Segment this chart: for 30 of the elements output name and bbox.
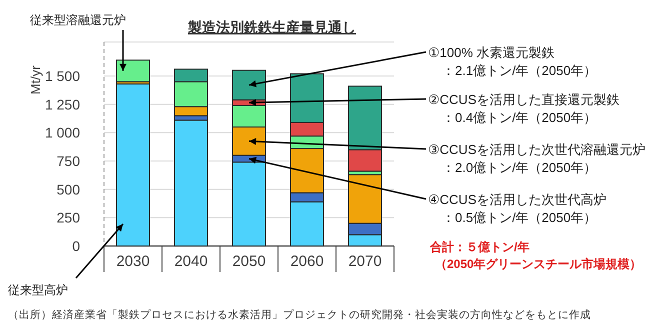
text: 従来型溶融還元炉 bbox=[30, 13, 126, 27]
x-tick-label: 2060 bbox=[290, 253, 324, 270]
text: ③CCUSを活用した次世代溶融還元炉 bbox=[428, 142, 646, 157]
x-tick-label: 2040 bbox=[174, 253, 208, 270]
text: ①100% 水素還元製鉄 bbox=[428, 45, 555, 60]
text: （2050年グリーンスチール市場規模） bbox=[435, 257, 642, 271]
text: ：2.0億トン/年（2050年） bbox=[442, 160, 597, 175]
y-tick-label: 250 bbox=[56, 210, 80, 226]
bar bbox=[174, 120, 208, 246]
y-tick-label: 750 bbox=[56, 153, 80, 169]
x-tick-label: 2030 bbox=[116, 253, 150, 270]
text: 従来型高炉 bbox=[8, 283, 68, 297]
y-tick-label: 0 bbox=[72, 238, 80, 254]
chart-title: 製造法別銑鉄生産量見通し bbox=[187, 19, 356, 35]
bar bbox=[116, 83, 150, 246]
y-tick-label: 1 000 bbox=[44, 124, 80, 141]
text: ：0.4億トン/年（2050年） bbox=[442, 110, 597, 125]
y-axis-title: Mt/yr bbox=[28, 64, 43, 94]
text: ②CCUSを活用した直接還元製鉄 bbox=[428, 92, 620, 107]
text: （出所）経済産業省「製鉄プロセスにおける水素活用」プロジェクトの研究開発・社会実装の方向性などをもとに作成 bbox=[8, 308, 591, 321]
x-tick-label: 2070 bbox=[348, 253, 382, 270]
text: ：0.5億トン/年（2050年） bbox=[442, 210, 597, 225]
bar bbox=[116, 60, 150, 82]
text: ④CCUSを活用した次世代高炉 bbox=[428, 192, 606, 207]
text: ：2.1億トン/年（2050年） bbox=[442, 63, 597, 78]
x-tick-label: 2050 bbox=[232, 253, 266, 270]
y-tick-label: 500 bbox=[56, 181, 80, 198]
y-tick-label: 1 500 bbox=[44, 68, 80, 84]
y-tick-label: 1 250 bbox=[44, 96, 80, 112]
text: 合計：５億トン/年 bbox=[429, 240, 530, 254]
